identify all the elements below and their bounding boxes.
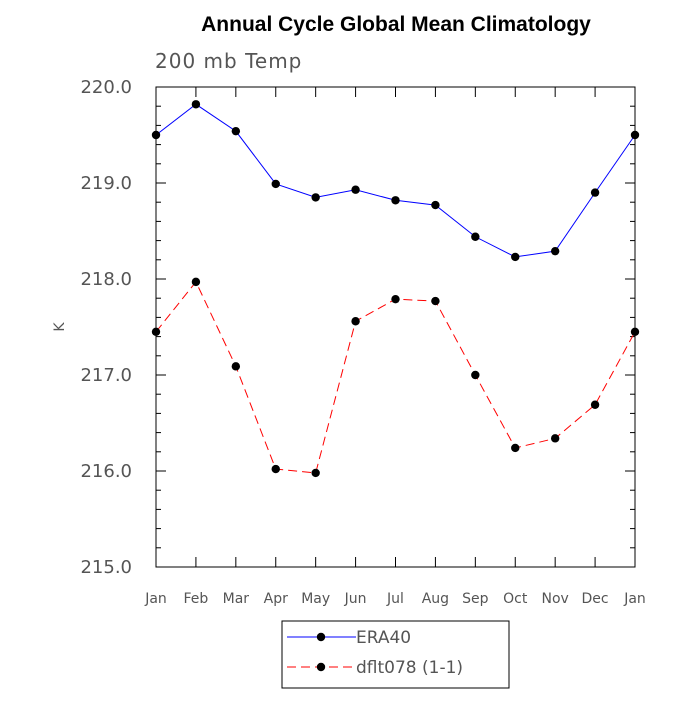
data-point	[590, 188, 600, 197]
y-tick-label: 218.0	[80, 269, 132, 290]
x-tick-label: Jan	[144, 591, 167, 607]
data-point	[231, 362, 241, 371]
x-tick-label: Dec	[582, 591, 609, 607]
y-tick-label: 220.0	[80, 77, 132, 98]
legend-marker	[316, 632, 326, 642]
x-tick-label: Jun	[344, 591, 367, 607]
x-tick-label: Mar	[223, 591, 250, 607]
data-point	[351, 317, 360, 326]
x-tick-label: Aug	[422, 591, 449, 607]
data-point	[471, 370, 480, 380]
data-point	[550, 246, 560, 256]
data-point	[351, 185, 360, 194]
y-tick-label: 217.0	[80, 365, 132, 386]
x-tick-label: Jul	[386, 591, 404, 607]
data-point	[311, 468, 320, 478]
x-tick-label: Nov	[542, 591, 569, 607]
x-tick-label: May	[301, 591, 330, 607]
data-point	[271, 179, 280, 189]
x-tick-label: Jan	[623, 591, 646, 607]
x-tick-label: Apr	[264, 591, 288, 607]
y-tick-label: 215.0	[80, 557, 132, 578]
legend-marker	[316, 662, 326, 672]
chart-subtitle: 200 mb Temp	[155, 49, 302, 73]
data-point	[391, 294, 400, 304]
data-point	[471, 232, 480, 241]
legend-box	[281, 620, 510, 689]
series-line-1	[155, 280, 636, 474]
data-point	[391, 196, 400, 205]
data-point	[550, 434, 560, 443]
x-tick-label: Feb	[184, 591, 209, 607]
y-tick-label: 219.0	[80, 173, 132, 194]
y-axis-label: K	[52, 322, 68, 332]
series-layer	[151, 100, 640, 478]
data-point	[231, 126, 241, 136]
legend-label: dflt078 (1-1)	[356, 658, 463, 678]
legend-label: ERA40	[356, 628, 411, 648]
legend: ERA40 dflt078 (1-1)	[281, 620, 510, 689]
data-point	[191, 100, 201, 109]
data-point	[590, 400, 600, 409]
series-line-0	[155, 103, 636, 258]
plot-frame	[155, 86, 636, 568]
data-point	[151, 130, 161, 140]
data-point	[630, 327, 640, 336]
data-point	[191, 277, 201, 287]
data-point	[511, 252, 520, 262]
data-point	[511, 443, 520, 453]
y-tick-label: 216.0	[80, 461, 132, 482]
x-tick-label: Oct	[503, 591, 528, 607]
data-point	[630, 130, 640, 140]
data-point	[271, 464, 280, 474]
chart-title: Annual Cycle Global Mean Climatology	[201, 13, 591, 36]
axes: 215.0 216.0 217.0 218.0 219.0 220.0 Jan Feb Mar A…	[80, 77, 645, 607]
data-point	[311, 193, 320, 202]
data-point	[431, 296, 440, 306]
data-point	[431, 200, 440, 210]
x-tick-label: Sep	[462, 591, 489, 607]
data-point	[151, 327, 161, 336]
